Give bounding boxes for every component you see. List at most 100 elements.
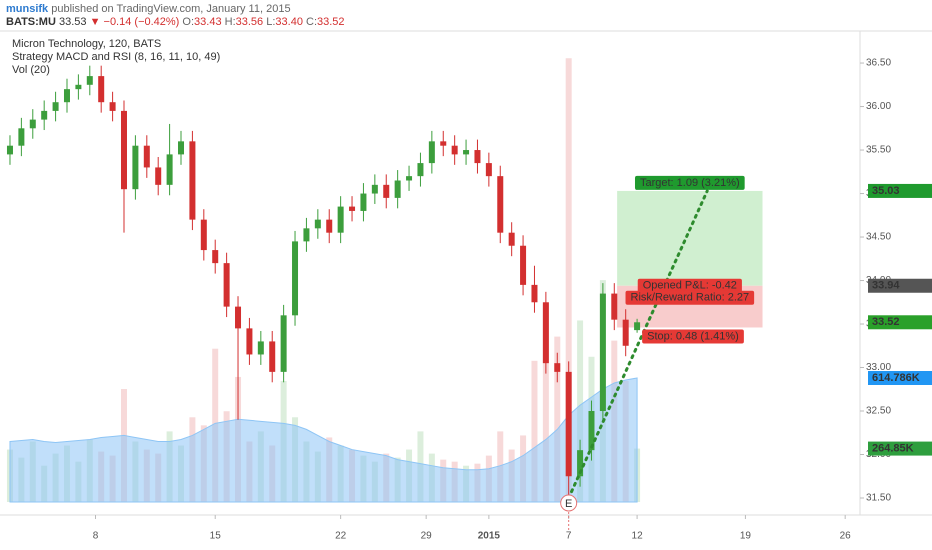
candle-body <box>41 110 48 120</box>
ohlc-key: C: <box>306 16 317 28</box>
candle-body <box>622 319 629 346</box>
change: −0.14 (−0.42%) <box>104 16 180 28</box>
candle-body <box>520 245 527 285</box>
candle-body <box>394 180 401 198</box>
x-tick-label: 12 <box>632 531 644 542</box>
arrow: ▼ <box>90 16 101 28</box>
price-marker: 33.94 <box>872 280 900 292</box>
y-tick-label: 36.00 <box>866 101 891 112</box>
y-tick-label: 31.50 <box>866 493 891 504</box>
x-tick-label: 15 <box>210 531 222 542</box>
candle-body <box>611 293 618 320</box>
y-tick-label: 34.50 <box>866 232 891 243</box>
candle-body <box>109 102 116 111</box>
candle-body <box>75 84 82 90</box>
candle-body <box>417 163 424 177</box>
y-tick-label: 32.50 <box>866 406 891 417</box>
candle-body <box>440 141 447 146</box>
ohlc-value: 33.52 <box>317 16 345 28</box>
symbol: BATS:MU <box>6 16 56 28</box>
candle-body <box>166 154 173 185</box>
volume-marker: 264.85K <box>872 442 914 454</box>
candle-body <box>599 293 606 412</box>
x-tick-label: 2015 <box>478 531 501 542</box>
candle-body <box>463 150 470 155</box>
price-marker: 35.03 <box>872 185 900 197</box>
candle-body <box>292 241 299 316</box>
ohlc-value: 33.56 <box>236 16 264 28</box>
candle-body <box>132 145 139 190</box>
y-tick-label: 33.00 <box>866 362 891 373</box>
candle-body <box>235 306 242 329</box>
candle-body <box>349 206 356 211</box>
y-tick-label: 36.50 <box>866 58 891 69</box>
candle-body <box>18 128 25 146</box>
candle-body <box>52 102 59 111</box>
price-marker-box <box>868 278 932 293</box>
candle-body <box>371 184 378 194</box>
legend-entry: Vol (20) <box>12 64 50 76</box>
candle-body <box>269 341 276 372</box>
candle-body <box>86 76 93 85</box>
x-tick-label: 29 <box>421 531 433 542</box>
candle-body <box>634 322 641 331</box>
candle-body <box>189 141 196 220</box>
candle-body <box>6 145 13 155</box>
last-price: 33.53 <box>59 16 87 28</box>
symbol-line: BATS:MU 33.53 ▼ −0.14 (−0.42%) O:33.43 H… <box>6 16 345 28</box>
candle-body <box>29 119 36 129</box>
candle-body <box>178 141 185 155</box>
candle-body <box>497 176 504 233</box>
x-tick-label: 19 <box>740 531 752 542</box>
candle-body <box>485 163 492 177</box>
price-marker-box <box>868 183 932 198</box>
candle-body <box>200 219 207 251</box>
projection-line <box>567 189 709 500</box>
legend-entry: Micron Technology, 120, BATS <box>12 38 161 50</box>
candle-body <box>474 150 481 164</box>
y-tick-label: 35.50 <box>866 145 891 156</box>
candle-body <box>554 363 561 372</box>
x-tick-label: 7 <box>566 531 572 542</box>
candle-body <box>246 328 253 355</box>
ohlc-value: 33.43 <box>194 16 222 28</box>
candle-body <box>63 89 70 103</box>
candle-body <box>303 228 310 242</box>
candle-body <box>257 341 264 355</box>
candle-body <box>588 411 595 451</box>
price-marker-box <box>868 315 932 330</box>
stop-label-box <box>642 329 744 344</box>
volume-bar <box>542 304 549 502</box>
candle-body <box>326 219 333 233</box>
candle-body <box>451 145 458 155</box>
target-label: Target: 1.09 (3.21%) <box>640 177 740 189</box>
volume-bar <box>565 58 572 502</box>
header-line: munsifk published on TradingView.com, Ja… <box>6 3 291 15</box>
volume-ma-area <box>9 377 638 503</box>
price-marker: 33.52 <box>872 316 900 328</box>
volume-bar <box>531 360 538 502</box>
ohlc-key: H: <box>225 16 236 28</box>
ohlc-key: L: <box>266 16 275 28</box>
candle-body <box>223 263 230 307</box>
pnl-label-box <box>637 278 742 293</box>
volume-marker-box <box>868 441 932 456</box>
target-label-box <box>634 175 745 190</box>
legend-entry: Strategy MACD and RSI (8, 16, 11, 10, 49… <box>12 51 220 63</box>
target-zone <box>617 190 763 286</box>
candle-body <box>280 315 287 372</box>
author[interactable]: munsifk <box>6 3 49 15</box>
candle-body <box>155 167 162 185</box>
candle-body <box>98 76 105 103</box>
candle-body <box>360 193 367 211</box>
candle-body <box>577 450 584 477</box>
event-label: E <box>565 498 572 510</box>
x-tick-label: 26 <box>840 531 852 542</box>
event-marker <box>560 494 578 512</box>
volume-bar <box>554 336 561 502</box>
candle-body <box>120 110 127 190</box>
stop-label: Stop: 0.48 (1.41%) <box>647 330 739 342</box>
candle-body <box>314 219 321 229</box>
x-tick-label: 22 <box>335 531 347 542</box>
